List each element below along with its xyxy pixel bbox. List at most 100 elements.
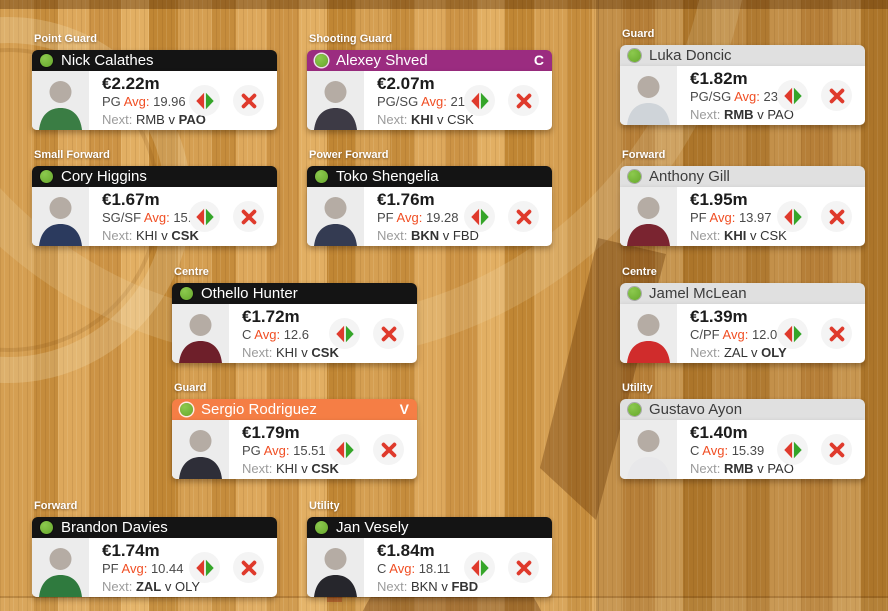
player-card-header[interactable]: Othello Hunter: [172, 283, 417, 304]
swap-arrows-icon[interactable]: [329, 434, 360, 465]
avg-label: Avg:: [709, 210, 736, 225]
next-fixture-line: Next: KHI v CSK: [690, 227, 787, 245]
player-card-body: €1.76m PF Avg: 19.28 Next: BKN v FBD: [307, 187, 552, 246]
vs-label: v: [164, 579, 172, 594]
swap-arrows-icon[interactable]: [189, 85, 220, 116]
player-price: €1.84m: [377, 541, 435, 560]
player-info: €1.67m SG/SF Avg: 15.11 Next: KHI v CSK: [89, 187, 205, 246]
avg-label: Avg:: [123, 94, 150, 109]
player-card-header[interactable]: Nick Calathes: [32, 50, 277, 71]
player-card-header[interactable]: Luka Doncic: [620, 45, 865, 66]
player-card-body: €1.74m PF Avg: 10.44 Next: ZAL v OLY: [32, 538, 277, 597]
remove-x-icon[interactable]: [233, 552, 264, 583]
vs-label: v: [442, 228, 450, 243]
swap-arrows-icon[interactable]: [777, 434, 808, 465]
active-status-icon: [315, 521, 328, 534]
swap-arrows-icon[interactable]: [777, 80, 808, 111]
player-card-header[interactable]: Sergio Rodriguez V: [172, 399, 417, 420]
player-photo: [620, 304, 677, 363]
position-slot-label: Guard: [174, 382, 207, 394]
player-positions: PG/SG: [377, 94, 419, 109]
avg-value: 18.11: [418, 561, 451, 576]
away-team: CSK: [311, 345, 339, 360]
avg-label: Avg:: [722, 327, 749, 342]
player-photo: [307, 538, 364, 597]
player-avg-line: PF Avg: 19.28: [377, 209, 479, 227]
player-price: €1.74m: [102, 541, 160, 560]
next-label: Next:: [690, 228, 721, 243]
swap-arrows-icon[interactable]: [777, 201, 808, 232]
swap-arrows-icon[interactable]: [464, 552, 495, 583]
player-info: €1.74m PF Avg: 10.44 Next: ZAL v OLY: [89, 538, 200, 597]
home-team: KHI: [135, 228, 158, 243]
next-fixture-line: Next: RMB v PAO: [102, 111, 206, 129]
player-card-header[interactable]: Anthony Gill: [620, 166, 865, 187]
swap-arrows-icon[interactable]: [464, 85, 495, 116]
remove-x-icon[interactable]: [233, 85, 264, 116]
player-card-header[interactable]: Jan Vesely: [307, 517, 552, 538]
next-label: Next:: [242, 461, 273, 476]
active-status-icon: [628, 403, 641, 416]
active-status-icon: [40, 170, 53, 183]
remove-x-icon[interactable]: [508, 552, 539, 583]
player-name: Cory Higgins: [61, 168, 147, 185]
vs-label: v: [301, 345, 308, 360]
vice-captain-badge: V: [399, 401, 409, 417]
position-slot-label: Utility: [309, 500, 340, 512]
remove-x-icon[interactable]: [373, 434, 404, 465]
player-photo: [620, 420, 677, 479]
remove-x-icon[interactable]: [373, 318, 404, 349]
away-team: CSK: [760, 228, 787, 243]
swap-arrows-icon[interactable]: [189, 201, 220, 232]
remove-x-icon[interactable]: [233, 201, 264, 232]
player-card-body: €1.79m PG Avg: 15.51 Next: KHI v CSK: [172, 420, 417, 479]
vs-label: v: [161, 228, 168, 243]
remove-x-icon[interactable]: [508, 85, 539, 116]
player-card-header[interactable]: Brandon Davies: [32, 517, 277, 538]
player-card-body: €2.22m PG Avg: 19.96 Next: RMB v PAO: [32, 71, 277, 130]
swap-arrows-icon[interactable]: [189, 552, 220, 583]
player-card-body: €1.95m PF Avg: 13.97 Next: KHI v CSK: [620, 187, 865, 246]
swap-arrows-icon[interactable]: [777, 318, 808, 349]
vs-label: v: [301, 461, 308, 476]
swap-arrows-icon[interactable]: [464, 201, 495, 232]
remove-x-icon[interactable]: [821, 434, 852, 465]
player-card: Guard Sergio Rodriguez V €1.79m PG Avg: …: [172, 382, 417, 479]
player-positions: PG: [242, 443, 261, 458]
player-price: €2.07m: [377, 74, 435, 93]
player-photo: [172, 304, 229, 363]
player-avg-line: PF Avg: 13.97: [690, 209, 787, 227]
player-card-header[interactable]: Toko Shengelia: [307, 166, 552, 187]
player-card-body: €1.72m C Avg: 12.6 Next: KHI v CSK: [172, 304, 417, 363]
player-card: Point Guard Nick Calathes €2.22m PG Avg:…: [32, 33, 277, 130]
player-name: Jamel McLean: [649, 285, 747, 302]
avg-value: 13.97: [738, 210, 772, 225]
player-price: €1.95m: [690, 190, 748, 209]
swap-arrows-icon[interactable]: [329, 318, 360, 349]
home-team: RMB: [723, 461, 754, 476]
remove-x-icon[interactable]: [821, 318, 852, 349]
player-name: Alexey Shved: [336, 52, 428, 69]
position-slot-label: Power Forward: [309, 149, 389, 161]
next-label: Next:: [102, 112, 133, 127]
player-card-header[interactable]: Gustavo Ayon: [620, 399, 865, 420]
home-team: KHI: [723, 228, 747, 243]
remove-x-icon[interactable]: [821, 201, 852, 232]
player-card: Forward Brandon Davies €1.74m PF Avg: 10…: [32, 500, 277, 597]
player-card-header[interactable]: Jamel McLean: [620, 283, 865, 304]
player-name: Brandon Davies: [61, 519, 168, 536]
player-card-header[interactable]: Alexey Shved C: [307, 50, 552, 71]
away-team: FBD: [451, 579, 479, 594]
remove-x-icon[interactable]: [508, 201, 539, 232]
player-card: Centre Jamel McLean €1.39m C/PF Avg: 12.…: [620, 266, 865, 363]
player-price: €1.67m: [102, 190, 160, 209]
away-team: CSK: [311, 461, 339, 476]
player-avg-line: C Avg: 15.39: [690, 442, 794, 460]
avg-label: Avg:: [389, 561, 416, 576]
remove-x-icon[interactable]: [821, 80, 852, 111]
player-card-header[interactable]: Cory Higgins: [32, 166, 277, 187]
player-info: €1.40m C Avg: 15.39 Next: RMB v PAO: [677, 420, 794, 479]
avg-label: Avg:: [143, 210, 170, 225]
away-team: CSK: [171, 228, 199, 243]
active-status-icon: [315, 54, 328, 67]
